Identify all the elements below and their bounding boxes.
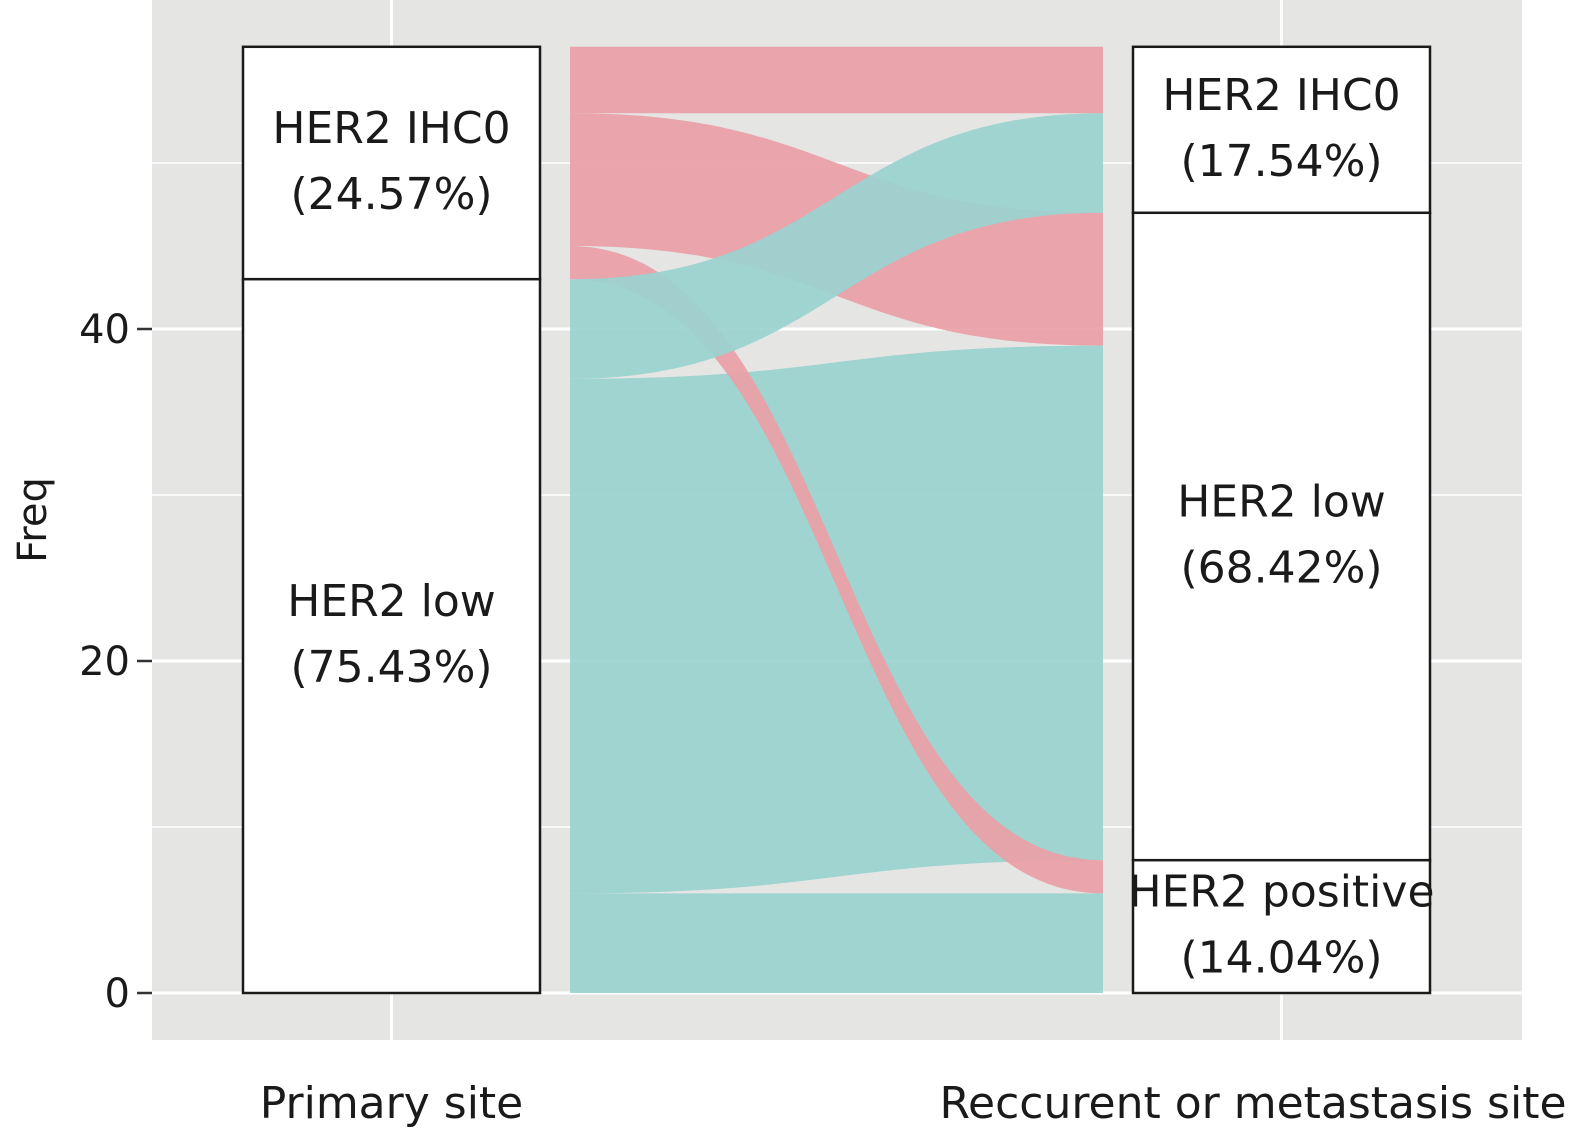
x-axis-labels: Primary site Reccurent or metastasis site xyxy=(260,1078,1567,1129)
flows xyxy=(570,46,1103,993)
strata: HER2 IHC0 (24.57%) HER2 low (75.43%) HER2 IH… xyxy=(241,45,1435,995)
stratum-label-her2-ihc0: HER2 IHC0 xyxy=(1162,70,1400,121)
stratum-percent-her2-positive: (14.04%) xyxy=(1180,933,1382,984)
stratum-box-her2-low xyxy=(1131,211,1432,862)
stratum-label-her2-low: HER2 low xyxy=(1177,477,1386,528)
y-tick-label: 20 xyxy=(79,639,130,685)
stratum-label-her2-low: HER2 low xyxy=(287,576,496,627)
flow-her2-low-to-her2-low xyxy=(570,345,1103,894)
x-axis-label-recurrent: Reccurent or metastasis site xyxy=(939,1078,1566,1129)
y-tick-label: 0 xyxy=(105,971,130,1017)
stratum-percent-her2-ihc0: (17.54%) xyxy=(1180,136,1382,187)
y-axis: 0 20 40 xyxy=(79,307,152,1017)
stratum-percent-her2-low: (68.42%) xyxy=(1180,543,1382,594)
stratum-label-her2-ihc0: HER2 IHC0 xyxy=(272,103,510,154)
stratum-percent-her2-ihc0: (24.57%) xyxy=(290,169,492,220)
flow-her2-low-to-her2-ihc0 xyxy=(570,113,1103,379)
y-tick-label: 40 xyxy=(79,307,130,353)
stratum-box-her2-ihc0 xyxy=(1131,45,1432,215)
stratum-box-her2-ihc0 xyxy=(241,45,542,281)
stratum-box-her2-low xyxy=(241,277,542,995)
flow-her2-low-to-her2-positive xyxy=(570,893,1103,993)
y-axis-title: Freq xyxy=(10,477,56,563)
x-axis-label-primary: Primary site xyxy=(260,1078,523,1129)
stratum-box-her2-positive xyxy=(1131,858,1432,995)
stratum-percent-her2-low: (75.43%) xyxy=(290,642,492,693)
stratum-label-her2-positive: HER2 positive xyxy=(1128,867,1434,918)
flow-her2-ihc0-to-her2-ihc0 xyxy=(570,46,1103,114)
flow-her2-ihc0-to-her2-positive xyxy=(570,246,1103,894)
